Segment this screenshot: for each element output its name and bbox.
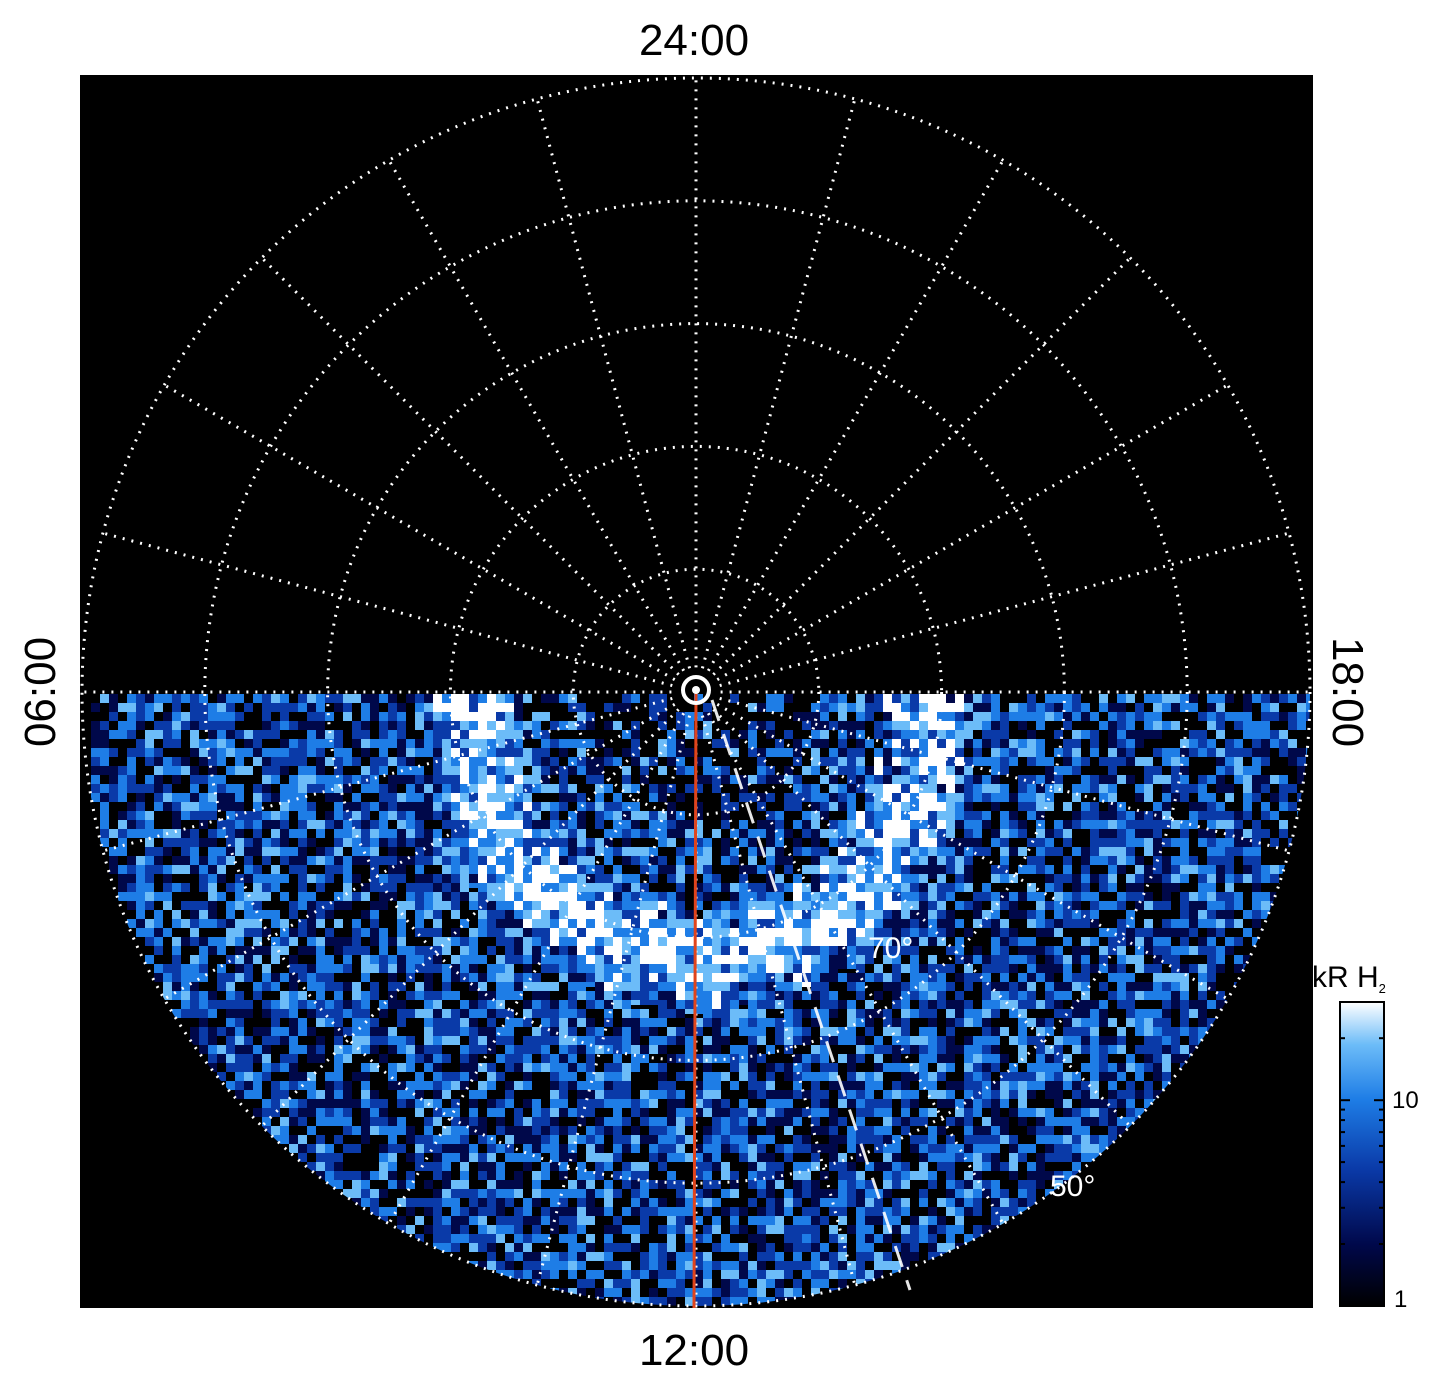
colorbar-gradient	[1339, 1001, 1385, 1307]
lat-label-50: 50°	[1050, 1170, 1095, 1203]
colorbar: kR H2 10 1	[1312, 961, 1419, 1313]
lt-label-top: 24:00	[639, 16, 749, 65]
latitude-circle-70	[448, 444, 944, 940]
lt-label-right: 18:00	[1323, 637, 1372, 747]
polar-grid	[80, 76, 1312, 1308]
colorbar-ticks	[1340, 1001, 1384, 1307]
colorbar-tick-label-1: 1	[1394, 1286, 1407, 1313]
noon-meridian-line	[692, 691, 698, 1309]
latitude-circle-40	[80, 76, 1312, 1308]
lt-label-left: 06:00	[16, 637, 65, 747]
pole-marker	[681, 675, 711, 705]
lt-label-bottom: 12:00	[639, 1326, 749, 1375]
dashed-track-line	[710, 699, 912, 1291]
emission-heatmap	[91, 694, 1310, 1306]
latitude-circle-50	[203, 199, 1189, 1185]
colorbar-tick-label-10: 10	[1392, 1087, 1419, 1114]
colorbar-label: kR H2	[1312, 961, 1386, 996]
latitude-circle-80	[571, 567, 821, 817]
lat-label-70: 70°	[868, 932, 913, 965]
